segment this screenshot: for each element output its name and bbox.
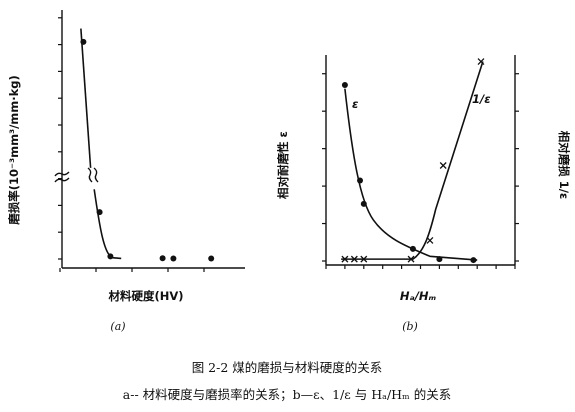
- series-label-inverse-epsilon: 1/ε: [472, 92, 491, 106]
- panel-b-epsilon-point: [436, 256, 443, 263]
- panel-a-data-point: [107, 253, 114, 260]
- series-label-epsilon: ε: [352, 97, 358, 111]
- panel-a-x-label: 材料硬度(HV): [108, 289, 183, 303]
- panel-b-inverse-epsilon-point: [477, 58, 485, 66]
- panel-b-inverse-epsilon-point: [360, 255, 368, 263]
- cross-stroke: [407, 255, 415, 263]
- panel-b-inverse-epsilon-point: [350, 255, 358, 263]
- panel-b-epsilon-point: [341, 81, 348, 88]
- panel-b-epsilon-point: [360, 200, 367, 207]
- panel-a-curve-lower: [93, 189, 122, 260]
- panel-b-inverse-epsilon-point: [426, 236, 434, 244]
- panel-b-label: (b): [402, 320, 418, 333]
- panel-b-epsilon-point: [470, 257, 477, 264]
- panel-b-inverse-epsilon-curve: [341, 61, 484, 260]
- cross-stroke: [439, 162, 447, 169]
- cross-stroke: [477, 58, 485, 66]
- panel-a-data-point: [80, 38, 87, 45]
- figure-caption-subtitle: a-- 材料硬度与磨损率的关系；b—ε、1/ε 与 Hₐ/Hₘ 的关系: [123, 387, 451, 402]
- panel-b-inverse-epsilon-point: [439, 162, 447, 169]
- figure-caption-title: 图 2-2 煤的磨损与材料硬度的关系: [192, 360, 383, 375]
- panel-b-y-label-right: 相对磨损 1/ε: [557, 131, 571, 200]
- panel-a-y-axis-break: [54, 167, 99, 183]
- panel-a-data-point: [208, 255, 215, 262]
- panel-a: 磨损率(10⁻³mm³/mm·kg) 材料硬度(HV) (a): [7, 10, 245, 333]
- panel-a-data-point: [159, 255, 166, 262]
- panel-a-curve-upper: [80, 28, 92, 168]
- panel-b-y-label: 相对耐磨性 ε: [276, 131, 290, 199]
- panel-a-data-point: [170, 255, 177, 262]
- panel-b-x-label: Hₐ/Hₘ: [400, 289, 437, 303]
- panel-a-label: (a): [110, 320, 125, 333]
- panel-b: 相对耐磨性 ε 相对磨损 1/ε Hₐ/Hₘ (b) ε 1/ε: [276, 55, 571, 333]
- panel-a-data-point: [96, 209, 103, 216]
- panel-a-y-label: 磨损率(10⁻³mm³/mm·kg): [7, 75, 21, 226]
- panel-b-epsilon-point: [409, 245, 416, 252]
- panel-b-epsilon-point: [357, 177, 364, 184]
- cross-stroke: [426, 236, 434, 244]
- panel-a-curve-break: [87, 167, 93, 183]
- cross-stroke: [360, 255, 368, 263]
- panel-b-inverse-epsilon-point: [341, 255, 349, 263]
- panel-b-epsilon-curve: [344, 88, 478, 261]
- panel-b-inverse-epsilon-point: [407, 255, 415, 263]
- cross-stroke: [341, 255, 349, 263]
- cross-stroke: [350, 255, 358, 263]
